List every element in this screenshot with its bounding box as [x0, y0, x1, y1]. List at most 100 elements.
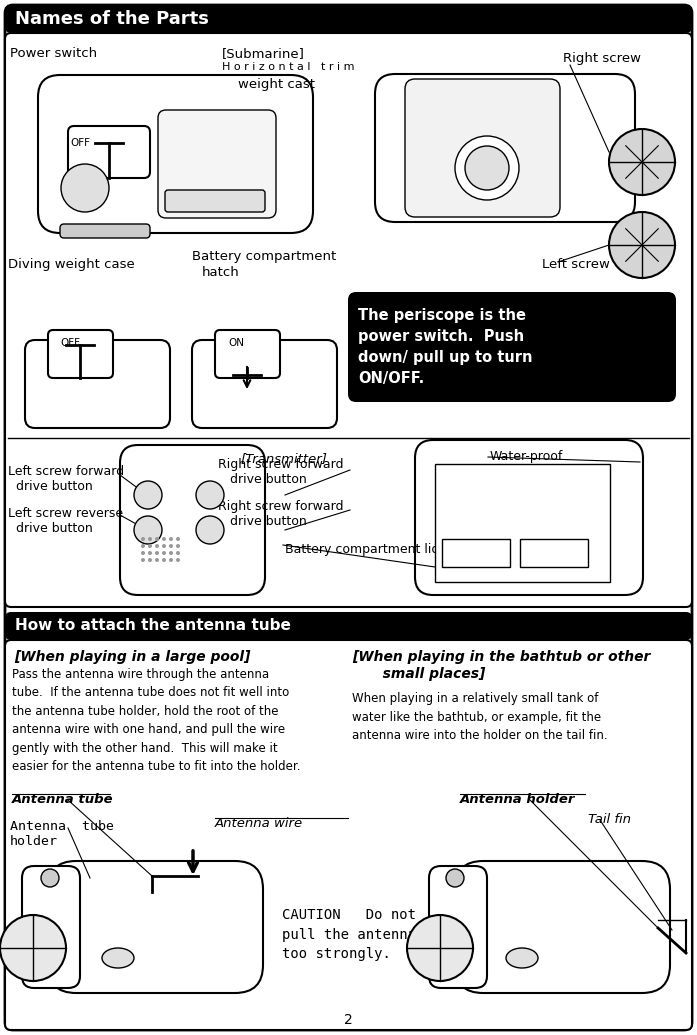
- Circle shape: [141, 544, 145, 548]
- Circle shape: [196, 481, 224, 509]
- Text: OFF: OFF: [70, 138, 90, 148]
- Circle shape: [455, 136, 519, 200]
- Circle shape: [446, 869, 464, 887]
- Circle shape: [141, 551, 145, 555]
- FancyBboxPatch shape: [120, 445, 265, 595]
- Text: Tail fin: Tail fin: [588, 814, 631, 826]
- Circle shape: [609, 129, 675, 195]
- Circle shape: [169, 551, 173, 555]
- Circle shape: [169, 544, 173, 548]
- FancyBboxPatch shape: [22, 866, 80, 988]
- FancyBboxPatch shape: [215, 330, 280, 378]
- FancyBboxPatch shape: [5, 5, 692, 33]
- Text: ON: ON: [228, 338, 244, 348]
- FancyBboxPatch shape: [48, 861, 263, 993]
- Text: OFF: OFF: [60, 338, 80, 348]
- Text: Power switch: Power switch: [10, 47, 97, 60]
- Circle shape: [169, 537, 173, 541]
- FancyBboxPatch shape: [405, 79, 560, 217]
- Text: CAUTION   Do not
pull the antenna wire
too strongly.: CAUTION Do not pull the antenna wire too…: [282, 908, 458, 962]
- Bar: [520, 539, 588, 567]
- Text: [When playing in a large pool]: [When playing in a large pool]: [14, 650, 250, 664]
- Text: Antenna holder: Antenna holder: [460, 793, 576, 806]
- Circle shape: [609, 212, 675, 278]
- Circle shape: [61, 164, 109, 212]
- Circle shape: [0, 915, 66, 981]
- Circle shape: [176, 544, 180, 548]
- Circle shape: [155, 551, 159, 555]
- Text: Battery compartment: Battery compartment: [192, 250, 336, 263]
- Circle shape: [148, 537, 152, 541]
- Circle shape: [148, 558, 152, 562]
- Text: [Transmitter]: [Transmitter]: [240, 452, 327, 465]
- Circle shape: [155, 537, 159, 541]
- Circle shape: [155, 558, 159, 562]
- Text: Water-proof
antenna: Water-proof antenna: [490, 450, 563, 478]
- Circle shape: [176, 558, 180, 562]
- Text: The periscope is the
power switch.  Push
down/ pull up to turn
ON/OFF.: The periscope is the power switch. Push …: [358, 308, 533, 386]
- FancyBboxPatch shape: [5, 640, 692, 1030]
- Circle shape: [141, 558, 145, 562]
- Circle shape: [134, 516, 162, 544]
- Text: Left screw forward
  drive button: Left screw forward drive button: [8, 465, 124, 493]
- Text: hatch: hatch: [202, 266, 240, 279]
- FancyBboxPatch shape: [192, 341, 337, 428]
- Circle shape: [41, 869, 59, 887]
- Circle shape: [155, 544, 159, 548]
- Text: 2: 2: [344, 1013, 353, 1027]
- Circle shape: [148, 551, 152, 555]
- FancyBboxPatch shape: [455, 861, 670, 993]
- FancyBboxPatch shape: [5, 5, 692, 1030]
- Text: Antenna wire: Antenna wire: [215, 817, 303, 830]
- FancyBboxPatch shape: [5, 33, 692, 607]
- Circle shape: [162, 544, 166, 548]
- Text: Left screw reverse
  drive button: Left screw reverse drive button: [8, 507, 123, 535]
- Text: Battery compartment lid: Battery compartment lid: [285, 543, 439, 556]
- Circle shape: [407, 915, 473, 981]
- Circle shape: [148, 544, 152, 548]
- Circle shape: [176, 537, 180, 541]
- FancyBboxPatch shape: [5, 612, 692, 640]
- Circle shape: [134, 481, 162, 509]
- Circle shape: [176, 551, 180, 555]
- Ellipse shape: [102, 948, 134, 968]
- Text: Right screw forward
   drive button: Right screw forward drive button: [218, 500, 344, 528]
- FancyBboxPatch shape: [348, 292, 676, 402]
- FancyBboxPatch shape: [415, 440, 643, 595]
- Text: Pass the antenna wire through the antenna
tube.  If the antenna tube does not fi: Pass the antenna wire through the antenn…: [12, 668, 300, 773]
- FancyBboxPatch shape: [60, 224, 150, 238]
- Text: Right screw forward
   drive button: Right screw forward drive button: [218, 459, 344, 486]
- Circle shape: [196, 516, 224, 544]
- Text: [When playing in the bathtub or other: [When playing in the bathtub or other: [352, 650, 650, 664]
- FancyBboxPatch shape: [165, 190, 265, 212]
- Text: When playing in a relatively small tank of
water like the bathtub, or example, f: When playing in a relatively small tank …: [352, 692, 608, 742]
- Text: Names of the Parts: Names of the Parts: [15, 10, 209, 28]
- Circle shape: [169, 558, 173, 562]
- FancyBboxPatch shape: [68, 126, 150, 178]
- Text: (Reverse side): (Reverse side): [478, 473, 568, 486]
- Text: Right screw: Right screw: [563, 52, 641, 65]
- Circle shape: [162, 551, 166, 555]
- Text: [Submarine]: [Submarine]: [222, 47, 305, 60]
- Text: weight cast: weight cast: [238, 78, 315, 91]
- Text: Left screw: Left screw: [542, 258, 610, 271]
- Text: Diving weight case: Diving weight case: [8, 258, 135, 271]
- FancyBboxPatch shape: [158, 110, 276, 218]
- Text: H o r i z o n t a l   t r i m: H o r i z o n t a l t r i m: [222, 62, 355, 72]
- Bar: [442, 539, 510, 567]
- Circle shape: [162, 558, 166, 562]
- FancyBboxPatch shape: [429, 866, 487, 988]
- Text: Antenna tube: Antenna tube: [12, 793, 114, 806]
- Ellipse shape: [506, 948, 538, 968]
- Circle shape: [162, 537, 166, 541]
- Bar: [435, 464, 610, 582]
- FancyBboxPatch shape: [48, 330, 113, 378]
- Circle shape: [141, 537, 145, 541]
- FancyBboxPatch shape: [375, 73, 635, 221]
- Circle shape: [465, 146, 509, 190]
- FancyBboxPatch shape: [25, 341, 170, 428]
- FancyBboxPatch shape: [38, 75, 313, 233]
- Text: How to attach the antenna tube: How to attach the antenna tube: [15, 619, 291, 633]
- Text: small places]: small places]: [368, 667, 485, 681]
- Text: Antenna  tube
holder: Antenna tube holder: [10, 820, 114, 848]
